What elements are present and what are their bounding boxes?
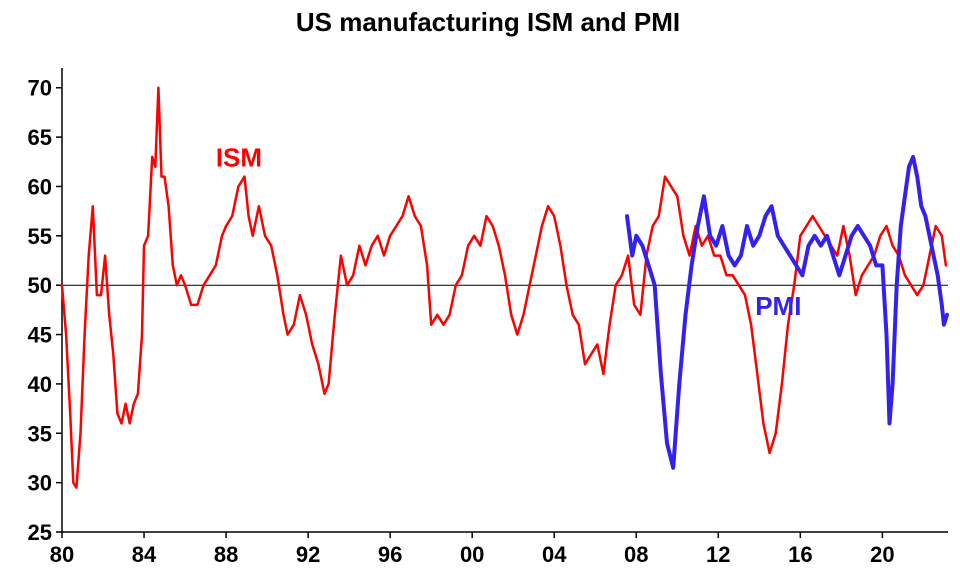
- series-line-pmi: [625, 154, 949, 470]
- y-tick-label: 50: [28, 273, 52, 298]
- x-tick-label: 92: [296, 542, 320, 567]
- y-tick-label: 65: [28, 125, 52, 150]
- x-tick-label: 88: [214, 542, 238, 567]
- x-tick-label: 80: [50, 542, 74, 567]
- y-tick-label: 45: [28, 323, 52, 348]
- y-tick-label: 30: [28, 471, 52, 496]
- y-tick-label: 70: [28, 76, 52, 101]
- axis-layer: 25 30 35 40 45 50 55 60 65 70 80 84 88 92 96 00 04 08 12 16…: [28, 76, 895, 567]
- y-tick-label: 55: [28, 224, 52, 249]
- x-tick-label: 16: [788, 542, 812, 567]
- y-tick-label: 35: [28, 421, 52, 446]
- series-labels: ISM PMI: [216, 143, 802, 321]
- x-tick-label: 96: [378, 542, 402, 567]
- series-label-ism: ISM: [216, 143, 262, 173]
- series-layer: [60, 86, 949, 489]
- y-tick-label: 25: [28, 520, 52, 545]
- x-tick-label: 20: [870, 542, 894, 567]
- x-tick-label: 84: [132, 542, 157, 567]
- chart-title: US manufacturing ISM and PMI: [296, 7, 680, 37]
- x-tick-label: 08: [624, 542, 648, 567]
- series-label-pmi: PMI: [755, 291, 801, 321]
- x-tick-label: 04: [542, 542, 567, 567]
- series-line-ism: [60, 86, 948, 489]
- x-tick-label: 12: [706, 542, 730, 567]
- y-tick-label: 40: [28, 372, 52, 397]
- y-tick-label: 60: [28, 174, 52, 199]
- x-tick-label: 00: [460, 542, 484, 567]
